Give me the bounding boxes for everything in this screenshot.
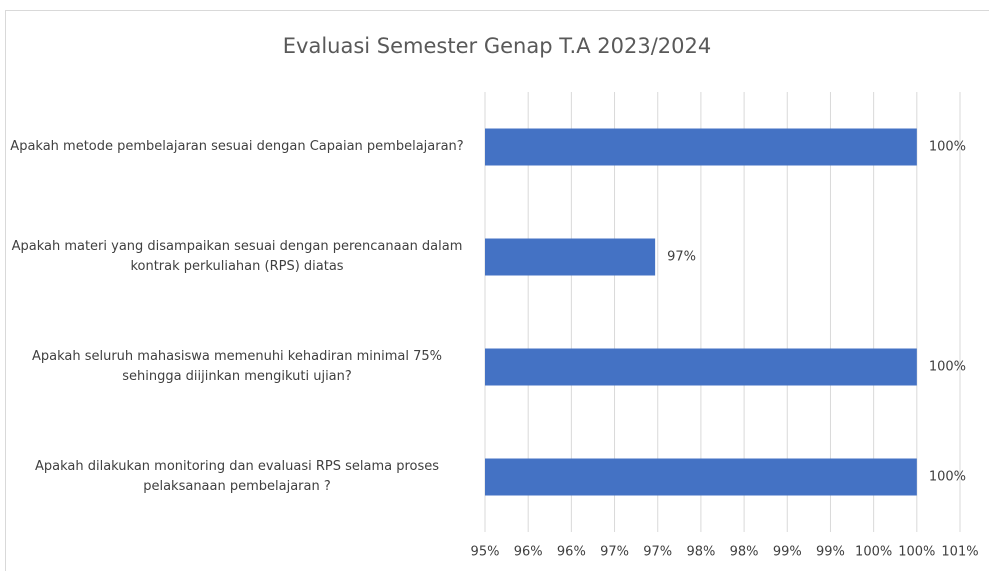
x-tick-label: 99% xyxy=(816,545,845,560)
y-tick-label: Apakah metode pembelajaran sesuai dengan… xyxy=(10,139,464,154)
y-tick-label: Apakah dilakukan monitoring dan evaluasi… xyxy=(34,459,440,494)
y-tick-label: Apakah materi yang disampaikan sesuai de… xyxy=(11,239,463,274)
bar xyxy=(485,348,917,386)
x-tick-label: 97% xyxy=(643,545,672,560)
y-tick-label: Apakah seluruh mahasiswa memenuhi kehadi… xyxy=(31,349,443,384)
data-label: 100% xyxy=(929,140,966,155)
x-tick-label: 96% xyxy=(557,545,586,560)
data-label: 97% xyxy=(667,250,696,265)
x-tick-label: 100% xyxy=(898,545,935,560)
chart-title: Evaluasi Semester Genap T.A 2023/2024 xyxy=(283,34,711,58)
x-tick-label: 98% xyxy=(686,545,715,560)
chart-border xyxy=(5,10,989,571)
x-tick-label: 96% xyxy=(514,545,543,560)
x-tick-label: 98% xyxy=(730,545,759,560)
x-tick-label: 99% xyxy=(773,545,802,560)
x-tick-label: 100% xyxy=(855,545,892,560)
bar xyxy=(485,128,917,166)
data-label: 100% xyxy=(929,360,966,375)
x-tick-label: 101% xyxy=(941,545,978,560)
x-tick-label: 97% xyxy=(600,545,629,560)
data-label: 100% xyxy=(929,470,966,485)
bar xyxy=(485,458,917,496)
bar xyxy=(485,238,656,276)
x-tick-label: 95% xyxy=(471,545,500,560)
